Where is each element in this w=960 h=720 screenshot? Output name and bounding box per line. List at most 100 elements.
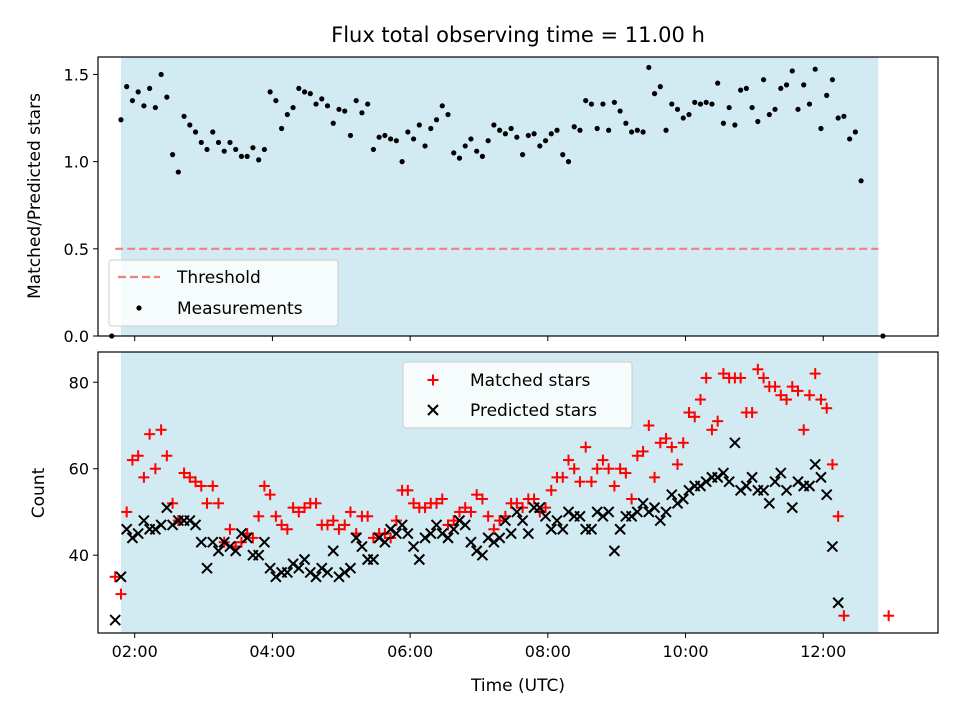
measurement-point (313, 101, 319, 107)
measurement-point (393, 138, 399, 144)
matched-star-point (677, 437, 689, 449)
measurement-point (187, 122, 193, 128)
predicted-star-point (367, 553, 380, 566)
measurement-point (669, 101, 675, 107)
measurement-point (227, 139, 233, 146)
bottom-y-ticks: 40 60 80 (69, 373, 98, 565)
predicted-star-point (459, 519, 471, 531)
predicted-star-point (488, 536, 500, 548)
measurement-point (502, 131, 508, 137)
matched-star-point (838, 610, 850, 622)
predicted-star-point (545, 523, 557, 535)
measurement-point (324, 103, 331, 109)
measurement-point (428, 125, 434, 132)
predicted-star-point-b (775, 467, 787, 479)
predicted-star-point (465, 536, 477, 548)
matched-star-point (585, 476, 597, 488)
measurement-point (847, 136, 853, 142)
predicted-star-point-b (402, 527, 414, 540)
legend-measurements-label: Measurements (177, 299, 303, 319)
predicted-star-point-b (769, 475, 781, 488)
predicted-star-point-b (522, 527, 535, 540)
measurement-point (382, 132, 388, 139)
matched-star-point (746, 407, 758, 419)
predicted-star-point (625, 510, 638, 522)
predicted-star-point-b (201, 562, 213, 574)
predicted-star-point-b (229, 545, 242, 557)
measurement-point (192, 129, 199, 135)
predicted-star-point-b (614, 523, 626, 535)
matched-star-point (465, 506, 477, 518)
measurement-point (474, 148, 480, 154)
predicted-star-point (597, 510, 609, 522)
predicted-star-point (109, 614, 121, 626)
matched-star-point (666, 441, 678, 453)
predicted-star-point-b (539, 510, 552, 522)
predicted-star-point (499, 514, 512, 527)
measurement-point (250, 145, 256, 151)
measurement-point (674, 106, 681, 112)
predicted-star-point (390, 527, 403, 540)
predicted-star-point-b (327, 545, 339, 557)
measurement-point (204, 146, 210, 153)
predicted-star-point (637, 497, 649, 510)
predicted-star-point-b (419, 532, 431, 544)
predicted-star-point (763, 497, 776, 510)
predicted-star-point-b (224, 540, 236, 553)
matched-star-point (821, 402, 833, 414)
matched-star-point (672, 458, 684, 470)
matched-star-point (471, 489, 483, 501)
legend-predicted-swatch (427, 404, 439, 416)
predicted-star-point-b (694, 480, 707, 492)
matched-star-point (201, 497, 213, 509)
predicted-star-point (557, 523, 569, 535)
predicted-star-point (258, 536, 271, 548)
predicted-star-point (430, 519, 443, 531)
x-tick-label: 12:00 (800, 642, 846, 661)
predicted-star-point-b (258, 536, 271, 548)
predicted-star-point-b (476, 549, 489, 561)
matched-star-point (758, 372, 770, 384)
predicted-star-point-b (161, 501, 173, 514)
predicted-star-point (476, 549, 489, 561)
matched-star-point (700, 372, 712, 384)
predicted-star-point-b (373, 532, 385, 544)
matched-star-point (637, 445, 649, 457)
predicted-star-point (654, 514, 667, 527)
predicted-star-point (161, 501, 173, 514)
predicted-star-point (310, 571, 322, 583)
predicted-star-point-b (746, 471, 758, 484)
predicted-star-point-b (448, 523, 460, 535)
legend-box (108, 259, 339, 327)
matched-star-point (603, 463, 615, 475)
predicted-star-point (792, 475, 804, 488)
x-tick-label: 02:00 (112, 642, 158, 661)
y-tick-label: 60 (69, 460, 89, 479)
matched-star-point (591, 463, 603, 475)
matched-star-point (155, 424, 167, 436)
predicted-star-point-b (195, 536, 207, 548)
measurement-point (347, 132, 354, 139)
predicted-star-point (448, 523, 460, 535)
predicted-star-point-b (786, 501, 798, 514)
predicted-star-point-b (683, 484, 695, 497)
matched-star-point (528, 493, 540, 505)
measurement-point (365, 101, 371, 107)
predicted-star-point (671, 497, 684, 510)
predicted-star-point (407, 540, 420, 553)
top-panel: 0.0 0.5 1.0 1.5 Flux total observing time =… (25, 23, 939, 346)
matched-star-point (540, 502, 552, 514)
predicted-star-point-b (482, 532, 494, 544)
measurement-point (158, 71, 164, 78)
predicted-star-point (384, 523, 397, 535)
predicted-star-point-b (396, 519, 408, 531)
measurement-point (233, 146, 239, 153)
matched-star-point (299, 502, 311, 514)
predicted-star-point-b (459, 519, 471, 531)
predicted-star-point (304, 566, 317, 579)
predicted-star-point (270, 571, 282, 583)
matched-star-point (339, 519, 351, 531)
matched-star-point (562, 454, 574, 466)
measurement-point (542, 138, 549, 144)
